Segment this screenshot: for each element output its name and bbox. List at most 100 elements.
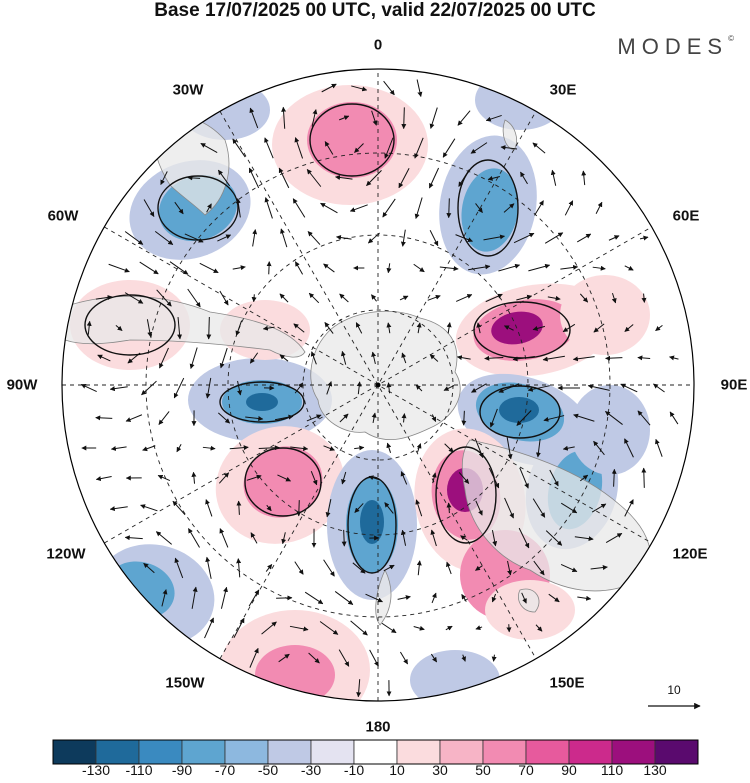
wind-vector [206, 316, 212, 340]
wind-vector [429, 354, 439, 362]
wind-vector [266, 504, 272, 512]
wind-vector [191, 471, 197, 484]
landmasses [64, 115, 651, 626]
wind-vector [439, 266, 459, 271]
wind-vector [399, 651, 409, 665]
wind-vector [115, 325, 123, 331]
wind-vector [446, 322, 452, 334]
wind-vector [471, 383, 487, 393]
wind-vector [202, 445, 216, 451]
wind-vector [386, 442, 392, 453]
wind-vector [518, 527, 530, 549]
wind-vector [141, 380, 157, 396]
wind-vector [611, 468, 617, 487]
wind-vector [576, 233, 592, 243]
wind-vector [605, 355, 623, 361]
wind-vector [550, 169, 557, 186]
wind-vector [109, 506, 128, 512]
wind-vector [160, 171, 168, 186]
wind-vector [321, 83, 337, 93]
wind-vector [455, 234, 473, 243]
south-pole-marker [375, 382, 381, 388]
wind-vector [205, 499, 213, 517]
wind-vector [176, 443, 182, 453]
wind-vector [261, 621, 277, 635]
wind-vector [155, 531, 173, 545]
wind-vector [258, 445, 280, 451]
colorbar-swatch [439, 739, 484, 765]
wind-vector [461, 594, 467, 602]
wind-vector [516, 410, 532, 426]
wind-vector [400, 229, 406, 247]
wind-vector [592, 265, 606, 271]
wind-vector [506, 437, 513, 460]
wind-vector [548, 593, 560, 603]
brand-logo: MODES© [617, 34, 734, 59]
wind-vector [655, 324, 663, 332]
colorbar-swatch [181, 739, 226, 765]
wind-vector [174, 557, 184, 579]
wind-vector [248, 589, 260, 607]
anomaly-region [461, 168, 519, 252]
wind-vector [143, 199, 155, 217]
wind-vector [95, 415, 113, 421]
wind-vector [543, 415, 565, 422]
wind-vector [80, 383, 97, 393]
wind-vector [669, 411, 679, 425]
wind-vector [535, 438, 541, 458]
wind-vector [624, 265, 634, 271]
colorbar-swatch [654, 739, 699, 765]
wind-vector [532, 498, 546, 518]
wind-vector [461, 410, 467, 426]
lon-label-60w: 60W [47, 207, 79, 225]
wind-vector [491, 593, 497, 603]
wind-vector [653, 383, 665, 393]
reference-vector-label: 10 [667, 683, 681, 697]
wind-vector [324, 141, 334, 155]
wind-vector [235, 198, 241, 218]
colorbar-swatch [396, 739, 441, 765]
wind-vector [446, 198, 452, 219]
colorbar-tick-label: -90 [171, 762, 193, 778]
wind-vector [367, 232, 381, 244]
wind-vector [429, 107, 438, 129]
wind-vector [217, 169, 231, 187]
wind-vectors [80, 79, 679, 698]
wind-vector [251, 294, 257, 303]
wind-vector [205, 556, 212, 579]
wind-vector [504, 497, 514, 519]
wind-vector [249, 352, 259, 364]
wind-vector [605, 411, 623, 425]
wind-vector [401, 107, 407, 130]
wind-vector [310, 470, 318, 486]
wind-vector [235, 320, 243, 336]
wind-vector [274, 414, 294, 421]
wind-vector [252, 229, 258, 247]
wind-vector [532, 142, 546, 154]
wind-vector [381, 622, 397, 634]
wind-vector [266, 261, 272, 275]
wind-vector [562, 445, 575, 451]
wind-vector [124, 231, 144, 245]
map-title: Base 17/07/2025 00 UTC, valid 22/07/2025… [154, 0, 596, 21]
wind-vector [579, 474, 589, 482]
new-zealand [375, 569, 392, 626]
wind-vector [246, 474, 262, 481]
lon-label-180: 180 [365, 718, 391, 736]
wind-vector [172, 500, 186, 516]
wind-vector [504, 325, 514, 331]
lon-label-0: 0 [373, 36, 383, 54]
wind-vector [95, 476, 112, 482]
wind-vector [444, 443, 454, 453]
wind-vector [189, 347, 198, 370]
wind-vector [620, 383, 638, 393]
wind-vector [484, 355, 504, 361]
wind-vector [341, 529, 347, 547]
anomaly-region [246, 393, 278, 411]
wind-vector [637, 410, 651, 426]
colorbar-swatch [568, 739, 613, 765]
wind-vector [352, 562, 366, 574]
wind-vector [320, 202, 338, 214]
wind-vector [161, 589, 168, 607]
